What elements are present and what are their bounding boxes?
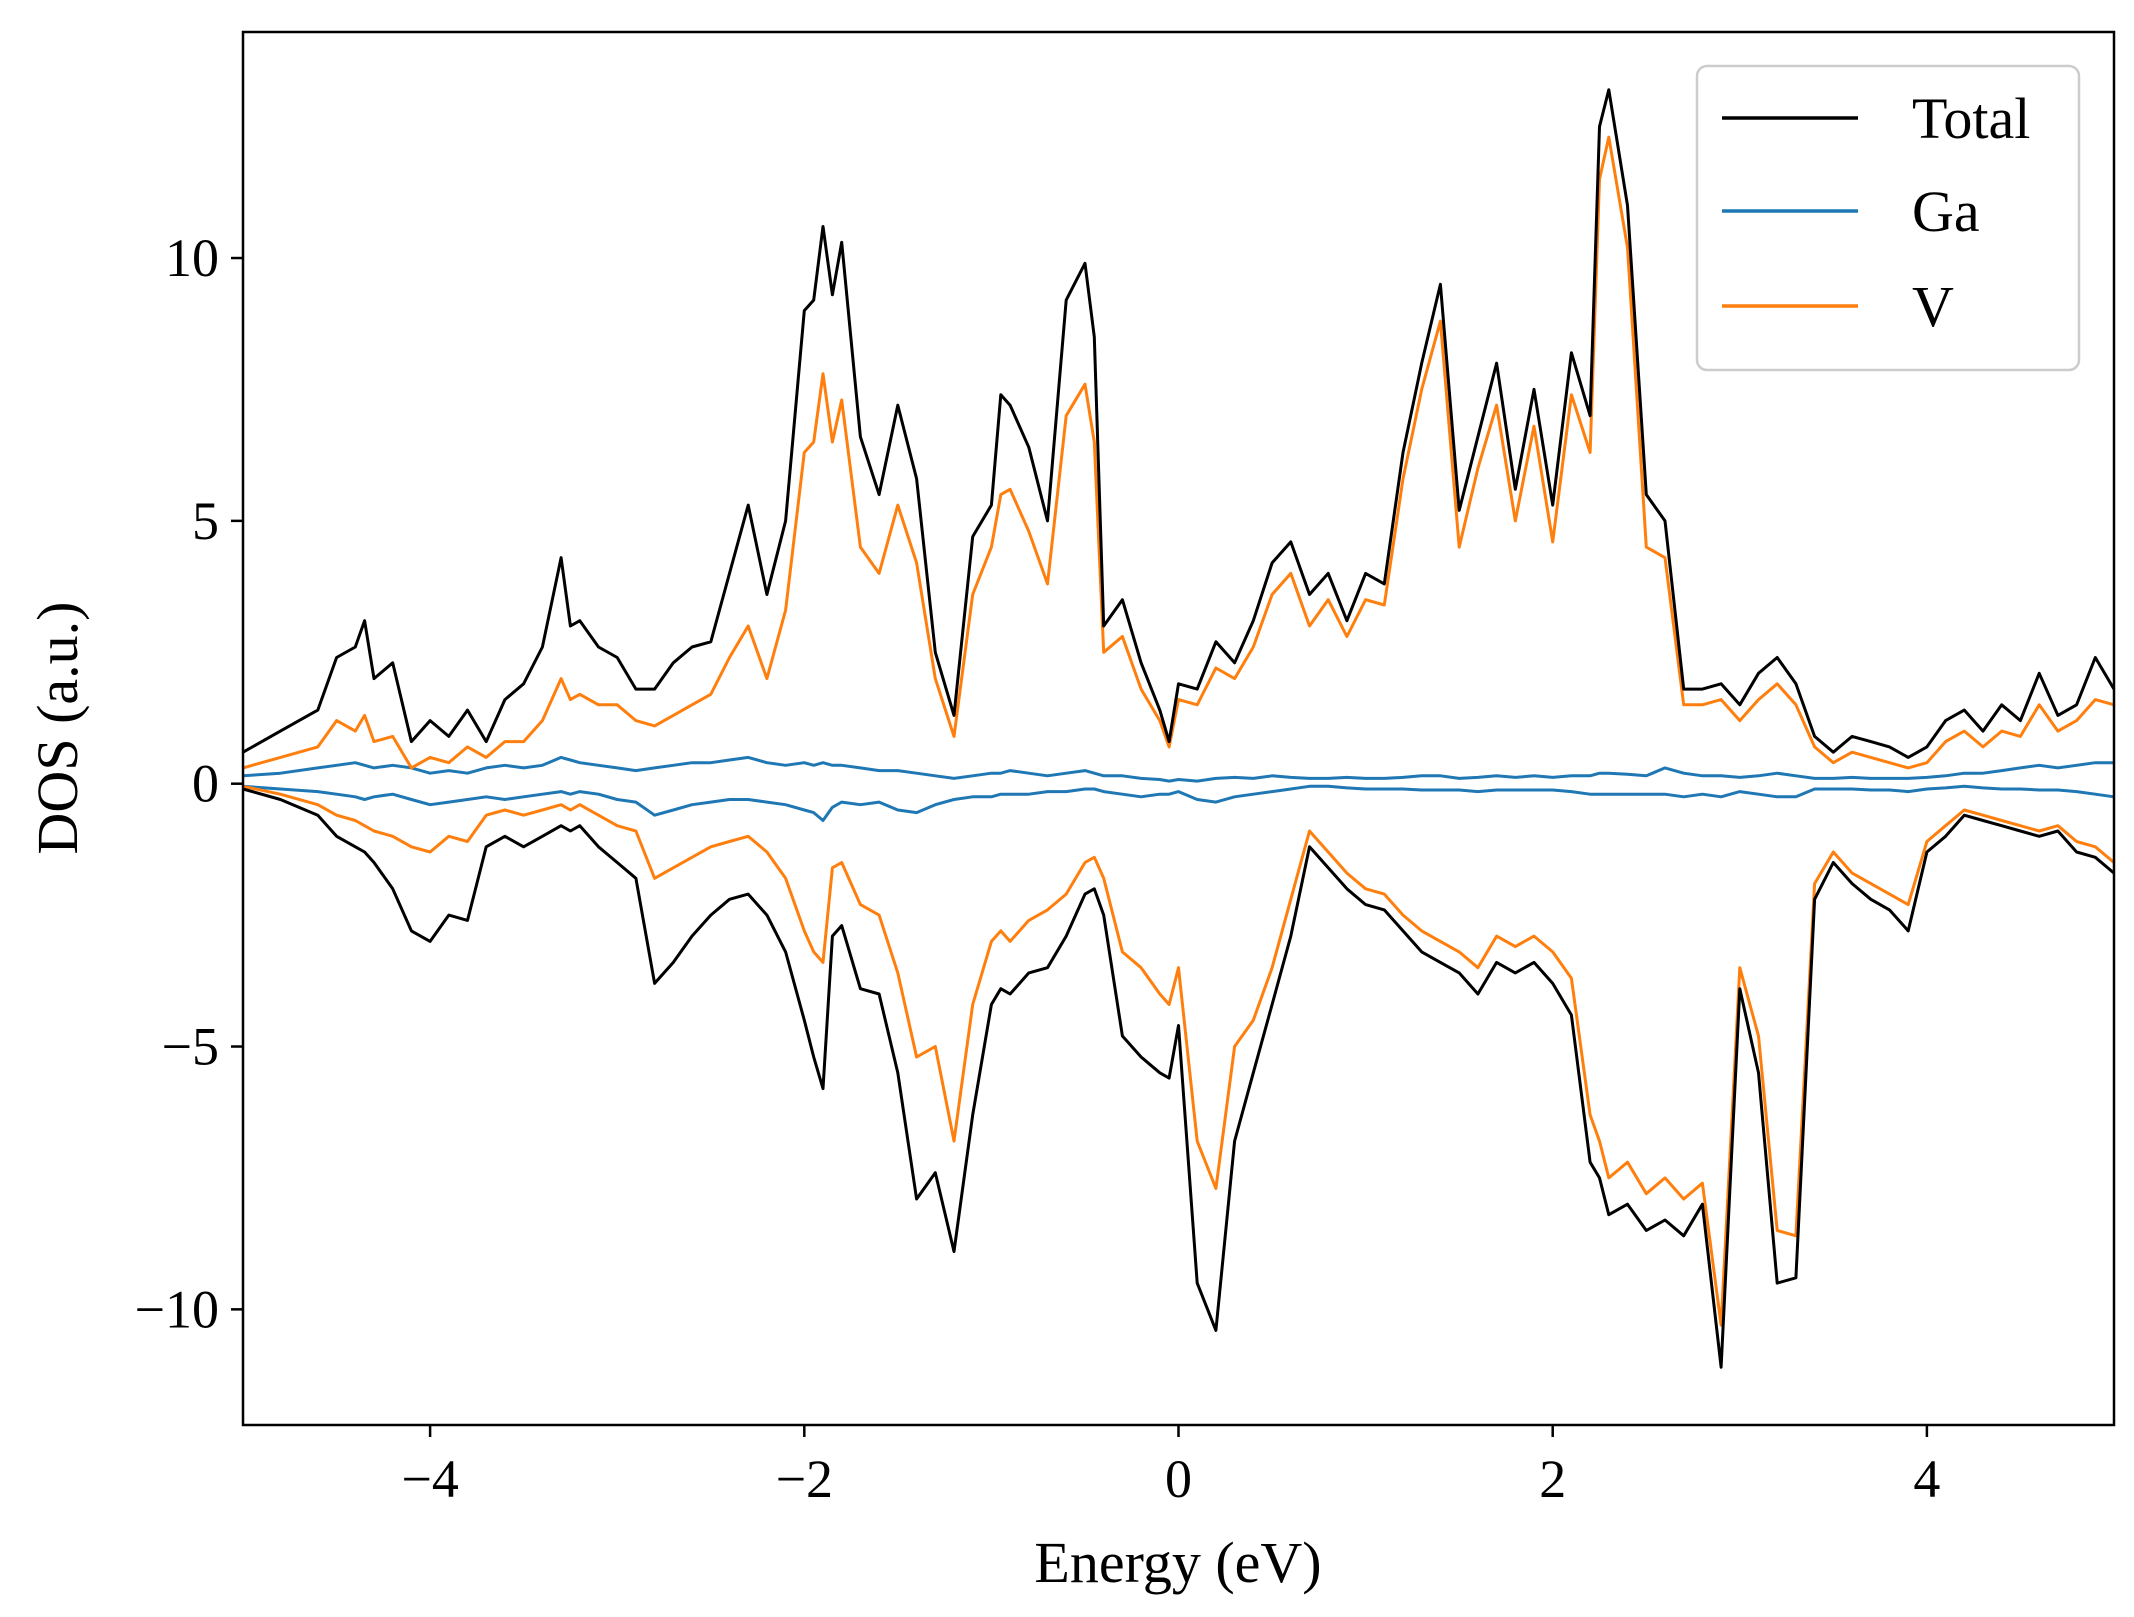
series-line-total-spin-up [242, 88, 2116, 759]
series-line-total-spin-down [242, 787, 2115, 1369]
series-line-v-spin-up [242, 135, 2115, 770]
x-tick-label: 2 [1539, 1449, 1566, 1509]
x-axis-label: Energy (eV) [1034, 1530, 1321, 1595]
ticks-layer: −4 −2 0 2 4 −10 −5 0 5 10 [135, 228, 1941, 1509]
y-tick-label: −5 [162, 1017, 219, 1077]
y-tick-label: 5 [192, 491, 219, 551]
y-tick-label: 10 [165, 228, 219, 288]
legend: Total Ga V [1695, 64, 2081, 372]
legend-label-total: Total [1912, 86, 2030, 151]
y-axis-label: DOS (a.u.) [25, 602, 90, 855]
x-tick-label: 0 [1165, 1449, 1192, 1509]
y-tick-label: −10 [135, 1279, 219, 1339]
series-line-ga-spin-up [242, 755, 2114, 783]
x-tick-label: 4 [1913, 1449, 1940, 1509]
x-tick-label: −4 [401, 1449, 458, 1509]
legend-box [1695, 64, 2081, 372]
legend-label-v: V [1912, 274, 1954, 339]
series-line-ga-spin-down [242, 784, 2115, 822]
legend-label-ga: Ga [1912, 179, 1980, 244]
series-layer [242, 88, 2116, 1369]
y-tick-label: 0 [192, 754, 219, 814]
series-line-v-spin-down [242, 784, 2115, 1327]
x-tick-label: −2 [776, 1449, 833, 1509]
